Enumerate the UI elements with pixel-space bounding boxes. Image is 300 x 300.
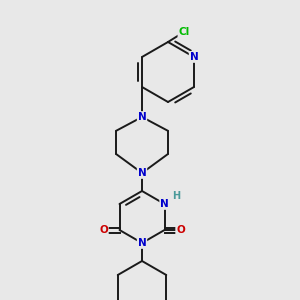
Text: O: O [176,225,185,235]
Text: N: N [190,52,198,62]
Text: H: H [172,191,181,201]
Text: O: O [99,225,108,235]
Text: N: N [138,112,146,122]
Text: Cl: Cl [178,27,190,37]
Text: N: N [138,238,146,248]
Text: N: N [160,199,169,209]
Text: N: N [138,168,146,178]
